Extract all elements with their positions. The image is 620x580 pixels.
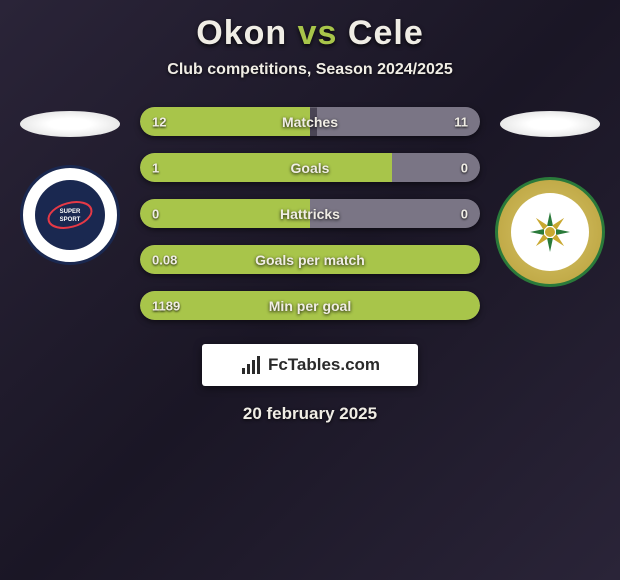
chart-icon [240, 354, 262, 376]
stat-label: Matches [282, 114, 338, 130]
brand-box[interactable]: FcTables.com [202, 344, 418, 386]
stat-value-left: 1 [152, 160, 159, 175]
stat-label: Goals per match [255, 252, 365, 268]
player2-avatar-placeholder [500, 111, 600, 137]
svg-text:SPORT: SPORT [60, 217, 81, 223]
stat-value-left: 0.08 [152, 252, 177, 267]
club-badge-left-inner: SUPER SPORT [35, 180, 105, 250]
infographic-container: Okon vs Cele Club competitions, Season 2… [0, 0, 620, 434]
player1-name: Okon [196, 14, 287, 52]
stat-label: Hattricks [280, 206, 340, 222]
subtitle: Club competitions, Season 2024/2025 [167, 61, 452, 79]
club-badge-right-inner [511, 193, 589, 271]
main-row: SUPER SPORT 12Matches111Goals00Hattricks… [10, 107, 610, 320]
supersport-logo-icon: SUPER SPORT [40, 185, 100, 245]
page-title: Okon vs Cele [196, 14, 423, 53]
player1-avatar-placeholder [20, 111, 120, 137]
stat-value-left: 1189 [152, 298, 180, 313]
stat-value-left: 12 [152, 114, 166, 129]
club-badge-right [495, 177, 605, 287]
golden-arrows-logo-icon [520, 202, 580, 262]
stat-value-right: 0 [461, 206, 468, 221]
stat-bar: 0.08 Goals per match [140, 245, 480, 274]
stat-bar: 12 Matches 11 [140, 107, 480, 136]
left-column: SUPER SPORT [10, 107, 130, 265]
stat-fill-left [140, 153, 392, 182]
club-badge-left: SUPER SPORT [20, 165, 120, 265]
brand-text: FcTables.com [268, 355, 380, 375]
stat-bar: 1 Goals 0 [140, 153, 480, 182]
right-column [490, 107, 610, 287]
stat-value-right: 0 [461, 160, 468, 175]
stat-value-left: 0 [152, 206, 159, 221]
svg-text:SUPER: SUPER [60, 209, 81, 215]
stat-bar: 1189 Min per goal [140, 291, 480, 320]
stats-column: 12Matches111Goals00Hattricks00.08Goals p… [130, 107, 490, 320]
stat-label: Goals [291, 160, 330, 176]
vs-text: vs [298, 14, 338, 52]
stat-label: Min per goal [269, 298, 351, 314]
date-text: 20 february 2025 [243, 404, 377, 424]
stat-value-right: 11 [454, 114, 468, 129]
stat-bar: 0 Hattricks 0 [140, 199, 480, 228]
player2-name: Cele [348, 14, 424, 52]
